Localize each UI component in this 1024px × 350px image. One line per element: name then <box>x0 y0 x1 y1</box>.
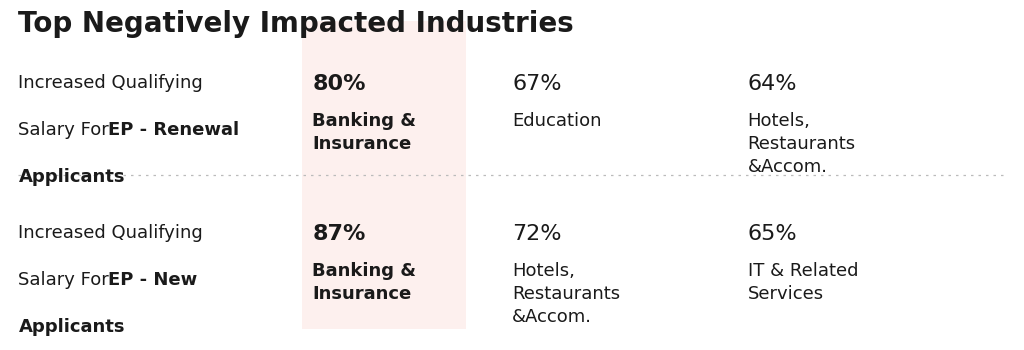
Text: EP - New: EP - New <box>108 271 197 289</box>
Text: Top Negatively Impacted Industries: Top Negatively Impacted Industries <box>18 10 574 38</box>
Text: Increased Qualifying: Increased Qualifying <box>18 224 203 242</box>
Text: Applicants: Applicants <box>18 318 125 336</box>
Text: 67%: 67% <box>512 74 561 93</box>
Text: IT & Related
Services: IT & Related Services <box>748 262 858 303</box>
Text: Banking &
Insurance: Banking & Insurance <box>312 112 417 153</box>
Text: EP - Renewal: EP - Renewal <box>108 121 239 139</box>
Text: Banking &
Insurance: Banking & Insurance <box>312 262 417 303</box>
Text: 64%: 64% <box>748 74 797 93</box>
Text: Hotels,
Restaurants
&Accom.: Hotels, Restaurants &Accom. <box>512 262 621 326</box>
Text: Increased Qualifying: Increased Qualifying <box>18 74 203 91</box>
Text: 87%: 87% <box>312 224 366 244</box>
Text: Salary For: Salary For <box>18 271 115 289</box>
Text: Hotels,
Restaurants
&Accom.: Hotels, Restaurants &Accom. <box>748 112 856 176</box>
Text: Salary For: Salary For <box>18 121 115 139</box>
Text: Applicants: Applicants <box>18 168 125 186</box>
Text: Education: Education <box>512 112 601 130</box>
Text: 65%: 65% <box>748 224 797 244</box>
Text: 80%: 80% <box>312 74 366 93</box>
Text: 72%: 72% <box>512 224 561 244</box>
